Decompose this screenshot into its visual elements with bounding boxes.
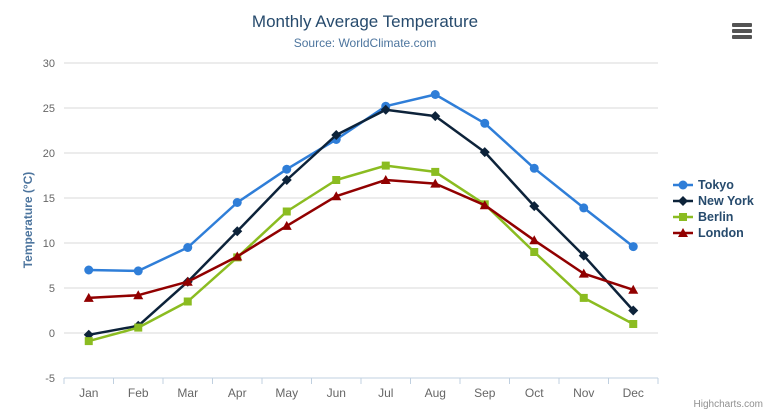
data-point-tokyo[interactable] — [529, 163, 539, 173]
y-axis-tick-label: -5 — [45, 373, 55, 385]
series-line-new-york — [87, 108, 635, 337]
data-point-new-york[interactable] — [331, 130, 342, 140]
x-axis-tick-label: Jan — [79, 386, 98, 400]
legend-marker-shape — [678, 228, 688, 237]
data-point-berlin[interactable] — [579, 293, 588, 302]
data-point-new-york[interactable] — [628, 305, 639, 316]
data-point-london[interactable] — [83, 292, 94, 302]
data-point-london[interactable] — [479, 200, 490, 210]
data-point-tokyo[interactable] — [628, 242, 638, 252]
data-point-tokyo[interactable] — [480, 118, 490, 128]
data-point-london[interactable] — [133, 290, 144, 300]
series-tokyo — [84, 90, 638, 276]
x-axis-tick-label: Dec — [623, 386, 644, 400]
legend-marker-square-icon — [673, 213, 693, 221]
chart-subtitle: Source: WorldClimate.com — [293, 36, 437, 50]
legend-marker-shape — [678, 180, 688, 190]
legend-marker-shape — [678, 196, 688, 206]
y-axis-tick-label: 30 — [43, 58, 55, 70]
data-point-new-york[interactable] — [479, 147, 490, 158]
data-point-berlin[interactable] — [84, 337, 93, 346]
data-point-tokyo[interactable] — [579, 203, 589, 213]
data-point-berlin[interactable] — [629, 320, 638, 328]
data-point-new-york[interactable] — [578, 250, 589, 261]
x-axis-tick-label: May — [275, 386, 298, 400]
legend-item-london[interactable]: London — [672, 225, 754, 241]
x-axis-tick-label: Nov — [573, 386, 594, 400]
data-point-tokyo[interactable] — [183, 243, 193, 252]
legend-marker-diamond-icon — [673, 196, 693, 206]
legend-item-label: Tokyo — [698, 178, 734, 192]
data-point-berlin[interactable] — [134, 323, 143, 332]
data-point-tokyo[interactable] — [84, 265, 94, 275]
data-point-berlin[interactable] — [381, 161, 390, 170]
data-point-berlin[interactable] — [332, 176, 341, 184]
data-point-london[interactable] — [578, 268, 589, 278]
series-line-tokyo — [87, 93, 635, 273]
data-point-berlin[interactable] — [282, 207, 291, 216]
data-point-tokyo[interactable] — [282, 164, 292, 174]
x-axis-tick-label: Jun — [327, 386, 346, 400]
y-axis-tick-label: 25 — [43, 103, 55, 115]
data-point-berlin[interactable] — [183, 297, 192, 306]
legend-item-label: New York — [698, 194, 754, 208]
y-axis-tick-label: 20 — [43, 148, 55, 160]
legend-item-label: Berlin — [698, 210, 734, 224]
y-axis-tick-label: 15 — [43, 193, 55, 205]
data-point-london[interactable] — [628, 284, 639, 294]
series-london — [83, 175, 639, 302]
data-point-new-york[interactable] — [529, 201, 540, 212]
data-point-london[interactable] — [331, 191, 342, 201]
series-line-berlin — [87, 164, 635, 343]
data-point-london[interactable] — [380, 175, 391, 184]
data-point-tokyo[interactable] — [232, 198, 242, 207]
chart-title: Monthly Average Temperature — [251, 12, 479, 31]
legend-marker-triangle-icon — [673, 228, 693, 237]
y-axis-tick-label: 5 — [49, 283, 55, 295]
data-point-london[interactable] — [281, 220, 292, 230]
data-point-berlin[interactable] — [431, 167, 440, 176]
y-axis-tick-label: 0 — [49, 328, 55, 340]
legend-item-berlin[interactable]: Berlin — [672, 209, 754, 225]
data-point-london[interactable] — [529, 235, 540, 245]
data-point-london[interactable] — [430, 178, 441, 188]
x-axis-tick-label: Apr — [228, 386, 247, 400]
data-point-new-york[interactable] — [430, 111, 441, 122]
y-axis-tick-label: 10 — [43, 238, 55, 250]
legend-item-tokyo[interactable]: Tokyo — [672, 177, 754, 193]
x-axis-tick-label: Oct — [525, 386, 544, 400]
export-menu-button[interactable] — [731, 20, 757, 42]
series-line-london — [87, 178, 635, 300]
data-point-new-york[interactable] — [380, 104, 391, 115]
data-point-berlin[interactable] — [530, 248, 539, 256]
series-new-york — [83, 104, 639, 340]
legend: Tokyo New York Berlin London — [672, 177, 754, 241]
highcharts-credit[interactable]: Highcharts.com — [693, 399, 763, 410]
x-axis-tick-label: Mar — [177, 386, 198, 400]
data-point-london[interactable] — [232, 251, 243, 261]
legend-item-label: London — [698, 226, 744, 240]
legend-marker-circle-icon — [673, 180, 693, 190]
legend-item-new-york[interactable]: New York — [672, 193, 754, 209]
data-point-tokyo[interactable] — [133, 266, 143, 276]
legend-marker-shape — [679, 213, 687, 221]
data-point-new-york[interactable] — [281, 175, 292, 185]
x-axis-tick-label: Aug — [425, 386, 446, 400]
x-axis-tick-label: Jul — [378, 386, 393, 400]
data-point-new-york[interactable] — [232, 226, 243, 237]
data-point-london[interactable] — [182, 276, 193, 286]
x-axis-tick-label: Sep — [474, 386, 496, 400]
x-axis-tick-label: Feb — [128, 386, 149, 400]
data-point-tokyo[interactable] — [430, 90, 440, 99]
